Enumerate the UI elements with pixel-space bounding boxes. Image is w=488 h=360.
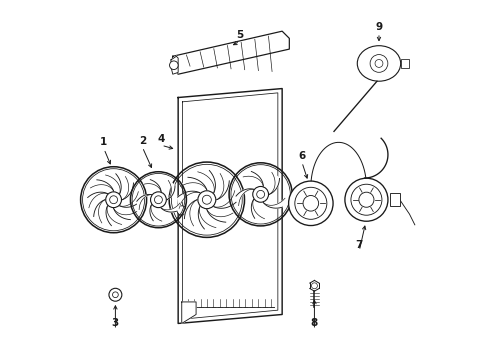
Circle shape <box>169 61 178 69</box>
Circle shape <box>202 195 211 204</box>
Polygon shape <box>263 198 285 208</box>
Text: 3: 3 <box>112 319 119 328</box>
Circle shape <box>198 191 215 209</box>
Polygon shape <box>171 31 289 74</box>
Circle shape <box>154 196 162 204</box>
Polygon shape <box>181 177 206 190</box>
Polygon shape <box>161 203 180 212</box>
Circle shape <box>105 192 121 208</box>
Polygon shape <box>184 200 197 226</box>
Circle shape <box>150 192 166 208</box>
Polygon shape <box>206 210 232 222</box>
Polygon shape <box>150 205 162 221</box>
Polygon shape <box>197 171 215 193</box>
Polygon shape <box>113 208 137 220</box>
Circle shape <box>344 178 387 221</box>
Polygon shape <box>243 171 263 186</box>
Polygon shape <box>236 189 253 206</box>
Polygon shape <box>269 172 279 194</box>
Circle shape <box>177 206 186 215</box>
Circle shape <box>288 181 332 226</box>
Circle shape <box>109 196 117 204</box>
Polygon shape <box>137 194 151 210</box>
Polygon shape <box>216 174 229 200</box>
FancyBboxPatch shape <box>400 59 408 68</box>
Text: 9: 9 <box>375 22 382 32</box>
Polygon shape <box>87 192 107 208</box>
Polygon shape <box>122 176 133 200</box>
Polygon shape <box>182 302 196 323</box>
Polygon shape <box>167 180 175 200</box>
Circle shape <box>303 195 318 211</box>
Polygon shape <box>120 192 139 207</box>
Text: 6: 6 <box>298 150 305 161</box>
Text: 7: 7 <box>355 239 362 249</box>
Polygon shape <box>198 207 216 229</box>
Circle shape <box>252 186 268 202</box>
Polygon shape <box>178 89 282 323</box>
Text: 1: 1 <box>100 138 107 147</box>
Circle shape <box>109 288 122 301</box>
Ellipse shape <box>357 46 400 81</box>
Circle shape <box>256 190 264 198</box>
Text: 8: 8 <box>310 319 317 328</box>
Polygon shape <box>213 191 236 208</box>
Text: 5: 5 <box>236 30 243 40</box>
Circle shape <box>358 192 373 207</box>
Polygon shape <box>90 180 113 191</box>
Polygon shape <box>251 199 264 219</box>
Polygon shape <box>105 174 121 194</box>
Polygon shape <box>106 206 122 226</box>
FancyBboxPatch shape <box>389 193 399 206</box>
Polygon shape <box>177 191 200 209</box>
Polygon shape <box>94 200 105 223</box>
Polygon shape <box>143 180 161 192</box>
Text: 4: 4 <box>157 134 164 144</box>
Polygon shape <box>171 56 178 74</box>
Text: 2: 2 <box>139 136 145 145</box>
